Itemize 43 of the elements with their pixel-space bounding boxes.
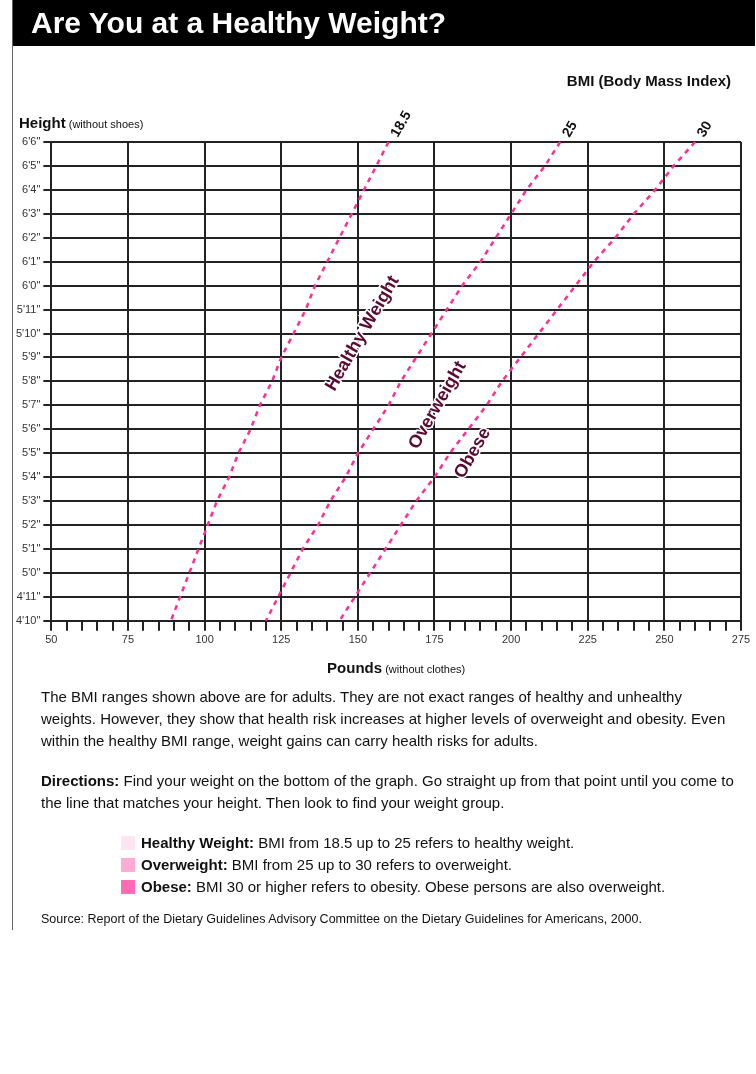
x-tick-label: 100 (195, 633, 214, 646)
y-tick-label: 6'0" (22, 278, 41, 291)
y-tick-label: 5'4" (22, 470, 41, 483)
text: Obese: BMI 30 or higher refers to obesity. Obese persons are also overweight. (141, 878, 666, 895)
y-tick-label: 5'8" (22, 374, 41, 387)
y-tick-label: 6'6" (22, 135, 41, 148)
x-tick-label: 175 (425, 633, 444, 646)
y-tick-label: 6'4" (22, 182, 41, 195)
chart-title: Are You at a Healthy Weight? (13, 0, 755, 46)
y-tick-label: 6'5" (22, 158, 41, 171)
y-axis-title: Height (without shoes) (19, 114, 144, 131)
y-tick-label: 5'1" (22, 542, 41, 555)
x-tick-label: 225 (578, 633, 597, 646)
text: Directions: Find your weight on the bottom of the graph. Go straight up from that point until you come to the line that matches your height. Then look to find your weight group. (41, 771, 735, 813)
text: The BMI ranges shown above are for adults. They are not exact ranges of healthy and unhealthy weights. However, they show that health risk increases at higher levels of overweight and obesity. Even within the healthy BMI range, weight gains can carry health risks for adults. (41, 687, 727, 751)
y-tick-label: 5'9" (22, 350, 41, 363)
y-tick-label: 5'11" (16, 302, 41, 315)
y-tick-label: 4'11" (16, 589, 41, 602)
y-tick-label: 5'6" (22, 422, 41, 435)
x-axis-title: Pounds (without clothes) (327, 658, 466, 676)
legend-title: BMI (Body Mass Index) (566, 72, 731, 89)
y-tick-label: 5'2" (22, 518, 41, 531)
x-tick-label: 200 (501, 633, 521, 646)
x-tick-label: 125 (272, 633, 291, 646)
y-tick-label: 6'3" (22, 206, 41, 219)
y-tick-label: 6'2" (22, 230, 41, 243)
y-tick-label: 5'10" (16, 326, 41, 339)
x-tick-label: 50 (45, 633, 58, 646)
text: Healthy Weight: BMI from 18.5 up to 25 refers to healthy weight. (141, 834, 575, 851)
x-tick-label: 75 (121, 633, 135, 646)
x-tick-label: 150 (348, 633, 368, 646)
y-tick-label: 6'1" (22, 254, 41, 267)
y-tick-label: 4'10" (16, 613, 41, 626)
x-tick-label: 250 (655, 633, 674, 646)
y-tick-label: 5'7" (22, 398, 41, 411)
text: 30 (693, 117, 715, 140)
y-tick-label: 5'3" (22, 494, 41, 507)
y-tick-label: 5'5" (22, 446, 41, 459)
y-tick-label: 5'0" (22, 565, 41, 578)
text: Overweight: BMI from 25 up to 30 refers to overweight. (141, 856, 512, 873)
source-note: Source: Report of the Dietary Guidelines Advisory Committee on the Dietary Guidelines for Americans, 2000. (41, 911, 643, 928)
x-tick-label: 275 (731, 633, 751, 646)
text: 25 (558, 117, 580, 140)
